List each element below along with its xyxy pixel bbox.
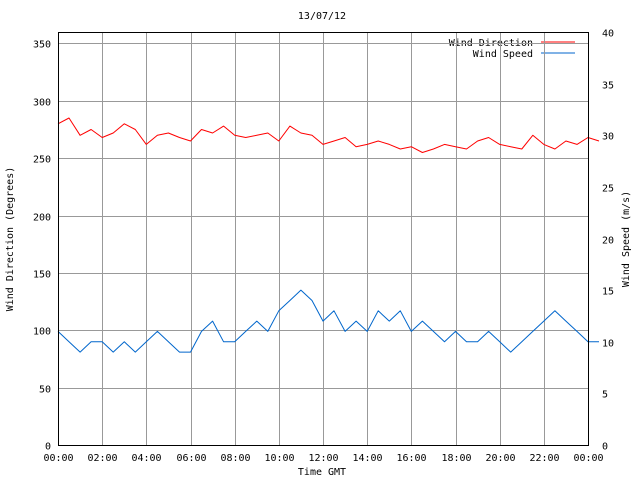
y-axis-label-right: Wind Speed (m/s) <box>621 191 632 287</box>
series <box>57 117 600 353</box>
x-tick-label: 14:00 <box>352 453 382 464</box>
tick-labels: 00:00 02:00 04:00 06:00 08:00 10:00 12:00 14:00… <box>33 29 614 465</box>
x-tick-label: 02:00 <box>87 453 117 464</box>
x-tick-label: 06:00 <box>176 453 206 464</box>
x-axis-label: Time GMT <box>298 467 346 478</box>
x-tick-label: 16:00 <box>396 453 426 464</box>
chart-title: 13/07/12 <box>298 11 346 22</box>
y-left-tick-label: 350 <box>33 40 51 51</box>
legend-label-wind-speed: Wind Speed <box>473 49 533 60</box>
x-tick-label: 20:00 <box>485 453 515 464</box>
y-right-tick-label: 30 <box>602 132 614 143</box>
y-right-tick-label: 10 <box>602 339 614 350</box>
series-line-wind-direction <box>57 117 600 153</box>
y-right-tick-label: 25 <box>602 184 614 195</box>
y-left-tick-label: 200 <box>33 213 51 224</box>
y-right-tick-label: 15 <box>602 287 614 298</box>
y-left-tick-label: 300 <box>33 98 51 109</box>
x-tick-label: 10:00 <box>264 453 294 464</box>
x-tick-label: 18:00 <box>441 453 471 464</box>
y-right-tick-label: 5 <box>602 390 608 401</box>
y-left-tick-label: 150 <box>33 270 51 281</box>
y-left-tick-label: 0 <box>45 442 51 453</box>
series-line-wind-speed <box>57 289 599 353</box>
x-tick-label: 08:00 <box>220 453 250 464</box>
y-axis-label-left: Wind Direction (Degrees) <box>5 167 16 312</box>
x-tick-label: 00:00 <box>43 453 73 464</box>
x-tick-label: 00:00 <box>573 453 603 464</box>
y-right-tick-label: 20 <box>602 236 614 247</box>
grid <box>58 32 588 445</box>
y-right-tick-label: 0 <box>602 442 608 453</box>
y-left-tick-label: 100 <box>33 327 51 338</box>
plot-frame <box>58 32 589 446</box>
legend: Wind Direction Wind Speed <box>449 38 575 60</box>
x-tick-label: 12:00 <box>308 453 338 464</box>
x-tick-label: 22:00 <box>529 453 559 464</box>
y-right-tick-label: 40 <box>602 29 614 40</box>
x-tick-label: 04:00 <box>131 453 161 464</box>
y-left-tick-label: 50 <box>39 385 51 396</box>
y-right-tick-label: 35 <box>602 81 614 92</box>
y-left-tick-label: 250 <box>33 155 51 166</box>
